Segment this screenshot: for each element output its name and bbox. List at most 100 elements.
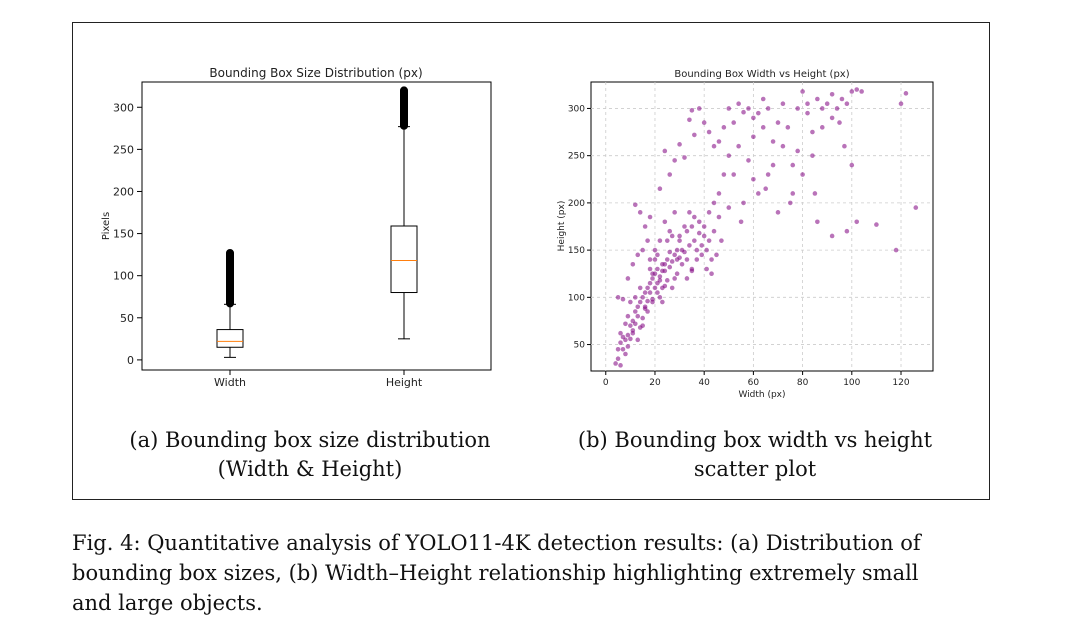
scatter-point	[726, 153, 732, 158]
scatter-point	[810, 129, 815, 135]
scatter-point	[819, 125, 825, 130]
scatter-point	[694, 247, 700, 253]
scatter-point	[795, 148, 800, 154]
scatter-point	[704, 247, 709, 253]
scatter-point	[620, 334, 626, 340]
scatter-y-tick-label: 50	[574, 341, 586, 351]
scatter-point	[640, 295, 645, 300]
scatter-point	[829, 115, 835, 121]
scatter-point	[669, 259, 675, 264]
scatter-point	[632, 295, 638, 300]
scatter-title: Bounding Box Width vs Height (px)	[674, 69, 849, 80]
scatter-point	[625, 313, 631, 319]
scatter-point	[701, 224, 707, 229]
scatter-x-axis-label: Width (px)	[738, 390, 785, 400]
scatter-point	[699, 252, 705, 258]
scatter-point	[632, 202, 638, 208]
scatter-point	[844, 101, 850, 107]
scatter-point	[746, 106, 751, 111]
scatter-point	[637, 210, 643, 215]
scatter-point	[837, 120, 842, 125]
scatter-point	[721, 125, 727, 130]
scatter-point	[829, 91, 835, 97]
scatter-point	[669, 233, 675, 239]
scatter-point	[716, 214, 722, 220]
scatter-point	[898, 101, 904, 107]
scatter-point	[613, 361, 618, 366]
scatter-chart: Bounding Box Width vs Height (px) Width …	[557, 69, 934, 400]
scatter-x-tick-label: 0	[603, 378, 609, 388]
scatter-point	[711, 200, 717, 206]
scatter-point	[726, 205, 732, 210]
scatter-point	[650, 271, 655, 277]
scatter-point	[618, 363, 623, 368]
scatter-point	[645, 298, 650, 304]
scatter-point	[652, 247, 658, 253]
scatter-point	[746, 158, 751, 163]
scatter-point	[849, 89, 855, 94]
scatter-point	[655, 280, 660, 286]
scatter-point	[800, 172, 805, 177]
scatter-point	[669, 285, 675, 291]
scatter-point	[709, 257, 714, 262]
scatter-point	[635, 252, 641, 258]
scatter-point	[751, 134, 756, 140]
figure-caption-line3: and large objects.	[72, 591, 263, 615]
scatter-point	[765, 172, 771, 177]
scatter-point	[645, 238, 650, 243]
scatter-point	[660, 268, 665, 274]
scatter-point	[780, 143, 786, 149]
scatter-point	[805, 101, 810, 107]
scatter-point	[637, 285, 643, 291]
scatter-point	[647, 214, 653, 220]
scatter-point	[903, 91, 909, 96]
scatter-point	[684, 257, 690, 262]
scatter-point	[721, 172, 727, 177]
scatter-point	[679, 247, 685, 253]
scatter-point	[687, 243, 692, 248]
scatter-x-tick-label: 100	[843, 378, 860, 388]
scatter-point	[706, 129, 712, 135]
scatter-point	[674, 247, 680, 253]
scatter-point	[684, 276, 690, 281]
boxplot-outlier	[226, 248, 235, 257]
scatter-point	[842, 143, 847, 149]
scatter-point	[628, 299, 633, 305]
scatter-point	[664, 257, 670, 262]
scatter-point	[874, 222, 879, 227]
boxplot-y-tick-label: 250	[113, 143, 134, 156]
scatter-point	[640, 247, 645, 253]
scatter-x-tick-label: 40	[698, 378, 710, 388]
subcaption-a-line2: (Width & Height)	[217, 457, 403, 481]
scatter-point	[854, 87, 860, 92]
scatter-point	[736, 101, 741, 107]
scatter-point	[701, 120, 707, 125]
scatter-point	[682, 224, 687, 229]
scatter-point	[615, 295, 621, 300]
scatter-point	[647, 280, 653, 286]
scatter-point	[662, 148, 668, 154]
scatter-point	[672, 158, 677, 163]
scatter-point	[650, 296, 655, 302]
scatter-point	[775, 120, 781, 125]
scatter-point	[618, 330, 623, 336]
scatter-y-tick-label: 250	[568, 152, 585, 162]
scatter-point	[635, 337, 641, 343]
scatter-point	[615, 346, 621, 352]
scatter-point	[684, 228, 690, 234]
scatter-point	[751, 176, 756, 182]
scatter-point	[714, 252, 719, 258]
scatter-point	[706, 210, 712, 215]
scatter-point	[647, 290, 653, 295]
scatter-point	[787, 200, 793, 206]
scatter-point	[736, 143, 741, 149]
boxplot-x-tick-label: Height	[386, 376, 423, 389]
boxplot-y-axis-label: Pixels	[101, 212, 112, 240]
scatter-point	[647, 257, 653, 262]
scatter-point	[854, 219, 860, 225]
scatter-point	[637, 299, 643, 305]
scatter-point	[694, 257, 700, 262]
scatter-x-tick-label: 120	[892, 378, 909, 388]
scatter-point	[790, 162, 796, 168]
